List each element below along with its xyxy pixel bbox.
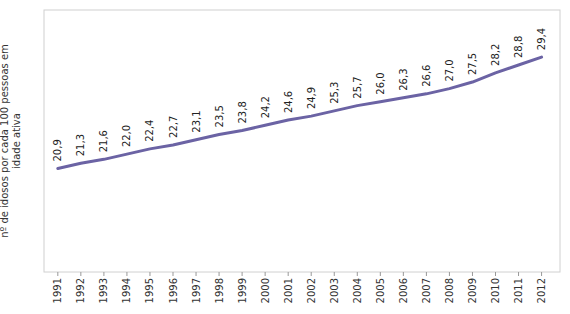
data-label: 23,1 (191, 110, 202, 132)
x-tick (380, 272, 381, 276)
x-tick-label: 2002 (306, 278, 317, 303)
data-label: 25,3 (329, 82, 340, 104)
x-tick (426, 272, 427, 276)
x-tick-label: 2005 (375, 278, 386, 303)
x-tick-label: 2001 (283, 278, 294, 303)
chart-svg: 1991 1992 1993 1994 1995 1996 1997 1998 1999 2000… (0, 0, 570, 314)
plot-frame (44, 10, 560, 272)
data-label: 27,0 (444, 59, 455, 81)
data-label: 22,4 (144, 120, 155, 142)
x-tick-label: 2012 (536, 278, 547, 303)
x-tick (334, 272, 335, 276)
data-label: 29,4 (536, 28, 547, 50)
x-tick (80, 272, 81, 276)
data-label: 27,5 (467, 53, 478, 75)
data-label: 26,6 (421, 65, 432, 87)
x-tick (449, 272, 450, 276)
x-tick (126, 272, 127, 276)
x-tick-label: 1992 (75, 278, 86, 303)
x-tick-label: 1998 (214, 278, 225, 303)
x-tick-label: 1993 (98, 278, 109, 303)
x-tick-label: 1995 (144, 278, 155, 303)
data-label: 26,3 (398, 69, 409, 91)
data-label: 21,6 (98, 130, 109, 152)
x-axis: 1991 1992 1993 1994 1995 1996 1997 1998 1999 2000… (52, 272, 547, 303)
x-tick (265, 272, 266, 276)
x-tick-label: 1991 (52, 278, 63, 303)
data-label: 24,9 (306, 87, 317, 109)
x-tick-label: 2000 (260, 278, 271, 303)
chart-container: 1991 1992 1993 1994 1995 1996 1997 1998 1999 2000… (0, 0, 570, 314)
x-tick-label: 2011 (513, 278, 524, 303)
x-tick-label: 2007 (421, 278, 432, 303)
x-tick-label: 1994 (121, 278, 132, 303)
x-tick (242, 272, 243, 276)
x-tick-label: 2003 (329, 278, 340, 303)
x-tick (57, 272, 58, 276)
data-label: 23,5 (214, 105, 225, 127)
data-label: 20,9 (52, 139, 63, 161)
data-label: 24,2 (260, 96, 271, 118)
x-tick (219, 272, 220, 276)
x-tick (541, 272, 542, 276)
x-tick (173, 272, 174, 276)
y-axis-label: nº de idosos por cada 100 pessoas emidad… (0, 44, 22, 238)
data-label: 24,6 (283, 91, 294, 113)
data-label: 28,2 (490, 44, 501, 66)
x-tick-label: 2009 (467, 278, 478, 303)
data-label: 28,8 (513, 36, 524, 58)
x-tick (311, 272, 312, 276)
x-tick-label: 2006 (398, 278, 409, 303)
x-tick (403, 272, 404, 276)
data-labels: 20,9 21,3 21,6 22,0 22,4 22,7 23,1 23,5 23,8 24,2… (52, 28, 547, 162)
x-tick (495, 272, 496, 276)
data-label: 25,7 (352, 76, 363, 98)
data-label: 26,0 (375, 72, 386, 94)
data-label: 22,0 (121, 125, 132, 147)
x-tick (103, 272, 104, 276)
x-tick-label: 1996 (168, 278, 179, 303)
x-tick (149, 272, 150, 276)
x-tick (357, 272, 358, 276)
x-tick (196, 272, 197, 276)
x-tick-label: 2010 (490, 278, 501, 303)
x-tick (518, 272, 519, 276)
x-tick (472, 272, 473, 276)
data-label: 22,7 (168, 116, 179, 138)
x-tick (288, 272, 289, 276)
x-tick-label: 2004 (352, 278, 363, 303)
x-tick-label: 1997 (191, 278, 202, 303)
data-label: 21,3 (75, 134, 86, 156)
data-label: 23,8 (237, 101, 248, 123)
x-tick-label: 1999 (237, 278, 248, 303)
x-tick-label: 2008 (444, 278, 455, 303)
